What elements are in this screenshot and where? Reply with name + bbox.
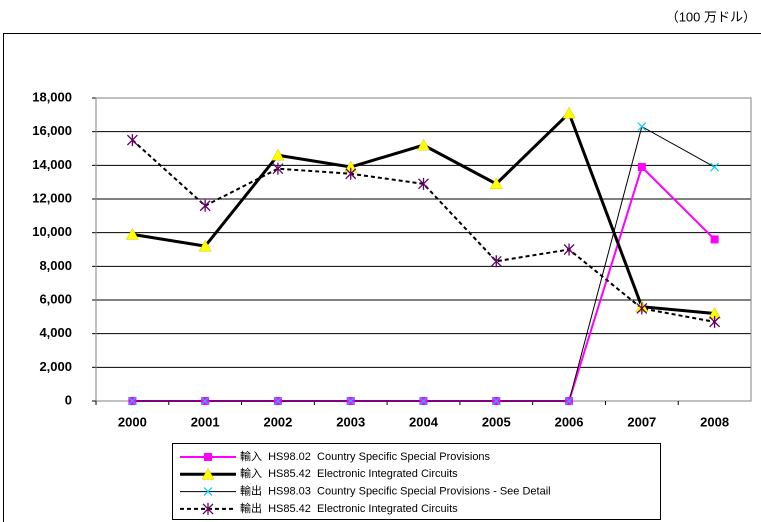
y-tick-label: 6,000 <box>39 291 72 306</box>
x-tick-label: 2003 <box>336 414 365 429</box>
y-tick-label: 2,000 <box>39 359 72 374</box>
marker <box>637 122 647 132</box>
x-tick-label: 2008 <box>700 414 729 429</box>
x-tick-label: 2000 <box>118 414 147 429</box>
x-tick-label: 2004 <box>409 414 439 429</box>
marker <box>489 177 503 190</box>
marker <box>419 396 428 406</box>
series-line <box>132 165 716 402</box>
legend-marker <box>201 467 215 480</box>
marker <box>346 396 356 406</box>
marker <box>710 235 719 244</box>
legend-marker <box>202 502 214 515</box>
y-tick-label: 14,000 <box>32 157 72 172</box>
marker <box>637 163 646 172</box>
legend-marker <box>203 487 213 497</box>
legend-label: 輸出 HS98.03 Country Specific Special Prov… <box>240 484 551 498</box>
marker <box>562 106 576 119</box>
legend-marker <box>204 453 212 461</box>
x-tick-label: 2001 <box>191 414 220 429</box>
marker <box>636 302 648 315</box>
y-tick-label: 18,000 <box>32 89 72 104</box>
series-line <box>131 139 715 323</box>
legend-box <box>172 443 661 520</box>
legend-label: 輸入 HS98.02 Country Specific Special Prov… <box>240 449 491 463</box>
marker <box>709 315 721 328</box>
marker <box>127 396 137 406</box>
legend-label: 輸出 HS85.42 Electronic Integrated Circuit… <box>240 501 458 515</box>
marker <box>490 255 502 268</box>
marker <box>418 177 429 190</box>
marker <box>126 134 138 147</box>
marker <box>273 396 283 406</box>
marker <box>710 162 720 172</box>
marker <box>199 199 211 212</box>
marker <box>271 148 285 161</box>
y-tick-label: 16,000 <box>32 123 72 138</box>
marker <box>564 396 574 406</box>
marker <box>198 239 212 252</box>
y-tick-label: 4,000 <box>39 325 72 340</box>
y-tick-label: 12,000 <box>32 190 72 205</box>
marker <box>491 396 501 406</box>
x-tick-label: 2007 <box>627 414 656 429</box>
y-tick-label: 10,000 <box>32 224 72 239</box>
x-tick-label: 2002 <box>263 414 292 429</box>
marker <box>563 243 575 256</box>
unit-label: （100 万ドル） <box>666 9 756 24</box>
y-tick-label: 0 <box>65 392 72 407</box>
x-tick-label: 2005 <box>482 414 511 429</box>
marker <box>272 162 284 175</box>
marker <box>200 396 210 406</box>
marker <box>125 227 139 240</box>
x-tick-label: 2006 <box>555 414 584 429</box>
legend-label: 輸入 HS85.42 Electronic Integrated Circuit… <box>240 466 458 480</box>
marker <box>345 167 357 180</box>
y-tick-label: 8,000 <box>39 258 72 273</box>
marker <box>417 138 430 151</box>
chart-border <box>3 33 761 522</box>
